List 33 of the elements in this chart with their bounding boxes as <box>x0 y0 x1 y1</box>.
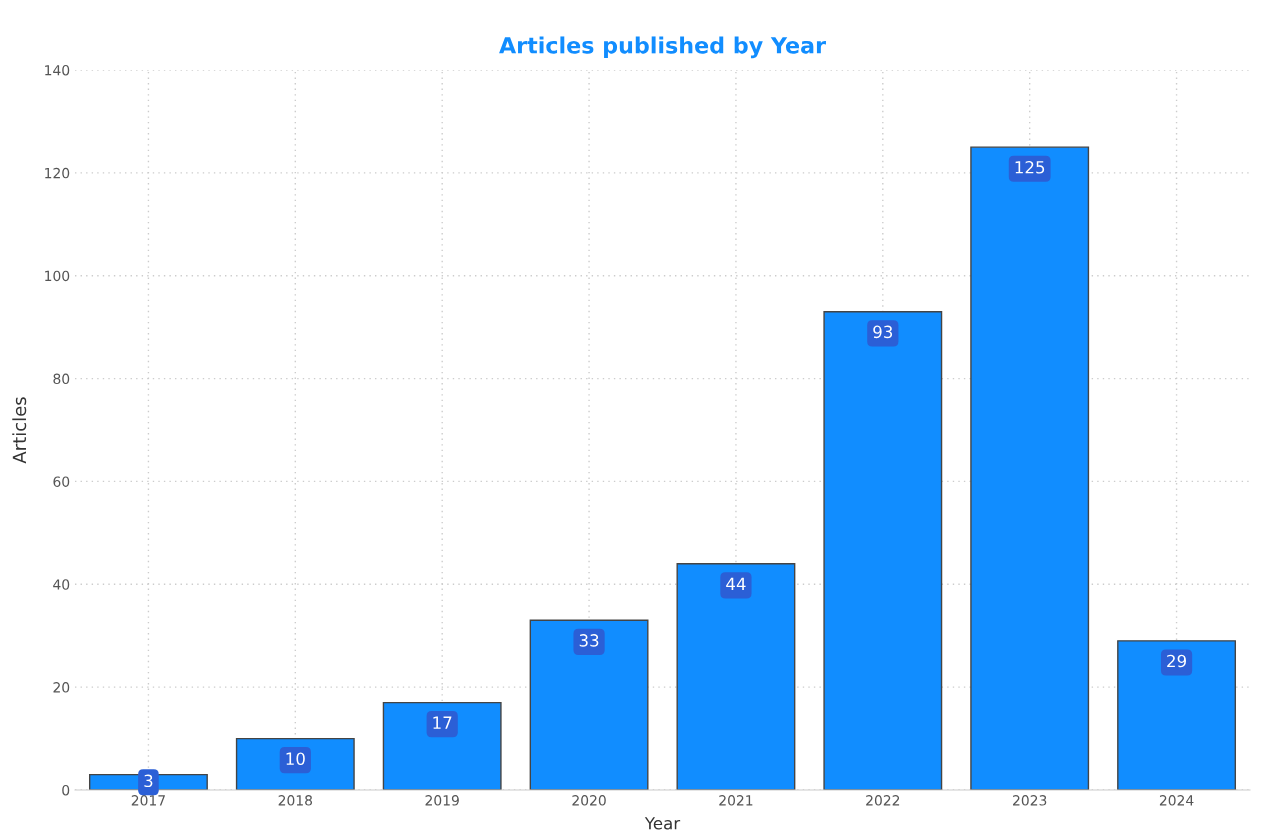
data-label: 3 <box>144 774 153 788</box>
y-tick-label: 60 <box>53 476 70 487</box>
x-axis-title: Year <box>644 817 681 830</box>
data-label: 29 <box>1167 654 1186 668</box>
x-tick-label: 2023 <box>1013 795 1047 806</box>
bar <box>823 311 943 790</box>
data-label: 10 <box>286 752 305 766</box>
x-tick-label: 2017 <box>131 795 165 806</box>
y-tick-label: 80 <box>53 373 70 385</box>
data-label: 33 <box>579 634 599 647</box>
bar <box>676 563 796 790</box>
x-tick-label: 2024 <box>1159 795 1194 806</box>
chart-title: Articles published by Year <box>499 36 826 59</box>
y-tick-label: 140 <box>45 64 70 76</box>
x-tick-label: 2022 <box>866 795 900 806</box>
data-label: 44 <box>726 577 746 590</box>
y-tick-label: 0 <box>62 784 70 796</box>
y-tick-label: 40 <box>53 579 70 590</box>
y-tick-label: 100 <box>45 270 70 282</box>
data-label: 17 <box>433 716 452 729</box>
bar <box>1117 640 1237 790</box>
data-label: 93 <box>873 325 893 339</box>
bar <box>382 701 502 790</box>
bar <box>529 619 649 790</box>
y-tick-label: 120 <box>45 167 70 179</box>
bar <box>970 146 1090 790</box>
y-axis-title: Articles <box>12 397 27 464</box>
y-tick-label: 20 <box>53 682 70 693</box>
x-tick-label: 2018 <box>278 795 313 806</box>
x-tick-label: 2021 <box>719 795 753 806</box>
data-label: 125 <box>1015 160 1045 174</box>
x-tick-label: 2019 <box>425 795 459 806</box>
x-tick-label: 2020 <box>572 795 606 806</box>
